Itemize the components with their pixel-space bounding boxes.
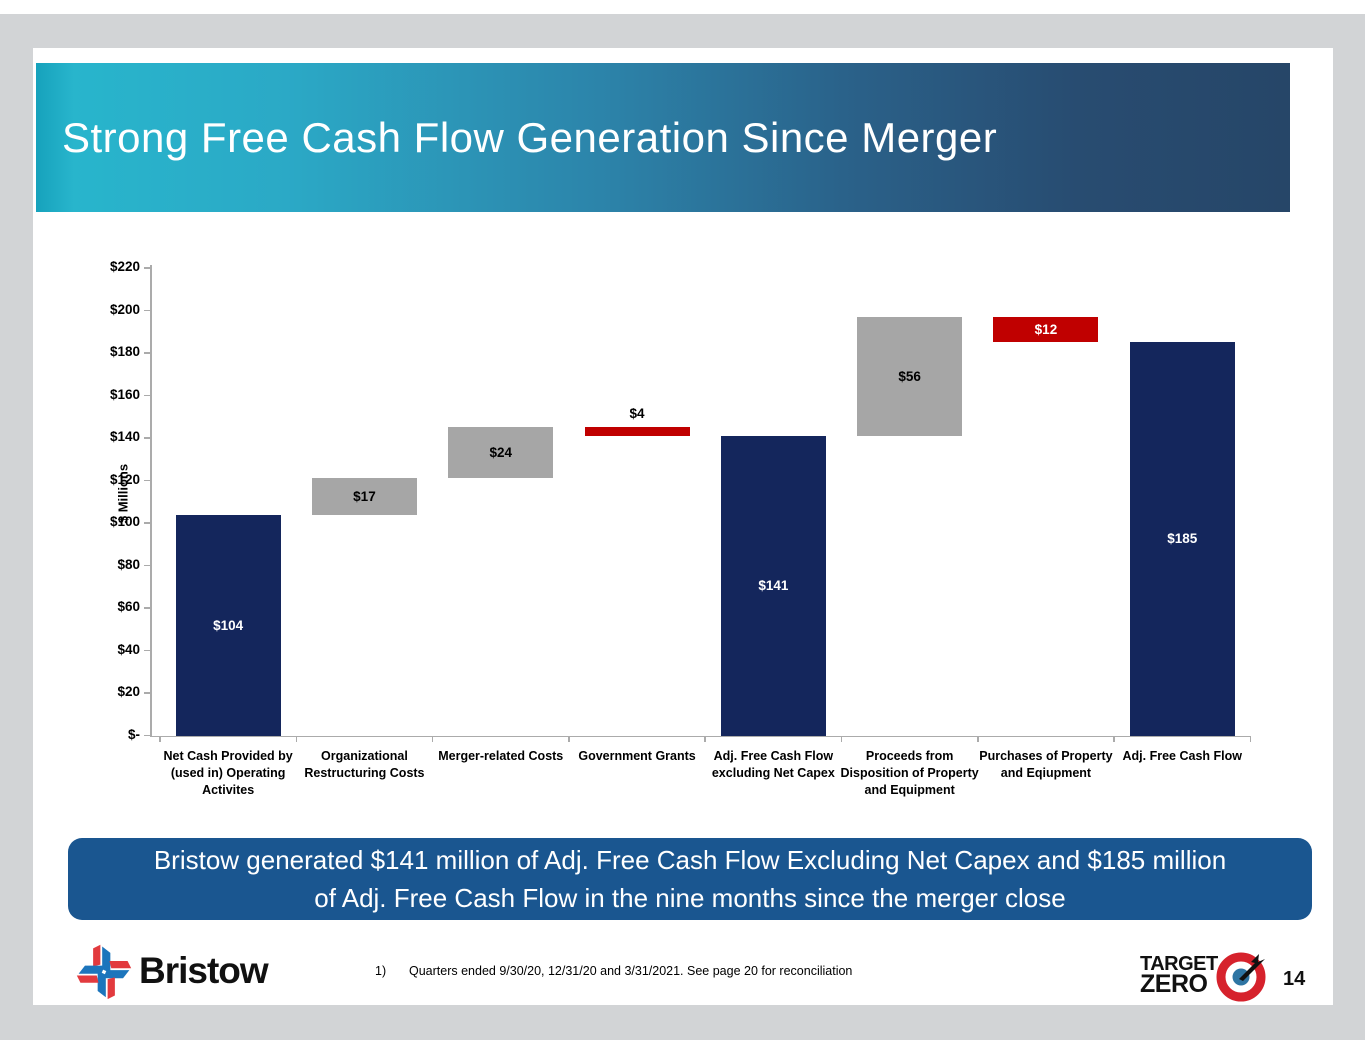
target-zero-logo: TARGET ZERO xyxy=(1140,948,1270,1002)
summary-banner-text: Bristow generated $141 million of Adj. F… xyxy=(153,845,1227,913)
x-axis-label: Organizational Restructuring Costs xyxy=(304,748,425,780)
y-axis-tick xyxy=(144,522,150,524)
target-zero-top-text: TARGET xyxy=(1140,953,1218,975)
y-axis-tick xyxy=(144,309,150,312)
y-axis-tick xyxy=(144,649,150,652)
y-axis-line xyxy=(150,265,152,737)
y-axis-tick-label: $220 xyxy=(109,259,140,274)
summary-banner: Bristow generated $141 million of Adj. F… xyxy=(68,838,1312,920)
y-axis-tick xyxy=(144,692,150,694)
y-axis-tick xyxy=(144,479,150,482)
waterfall-bar: $24 xyxy=(448,427,554,479)
x-axis-tick xyxy=(568,735,570,742)
target-zero-bottom-text: ZERO xyxy=(1140,970,1208,998)
bristow-pinwheel-icon xyxy=(76,944,132,1000)
x-axis-tick xyxy=(1249,735,1252,742)
target-zero-icon: TARGET ZERO xyxy=(1140,952,1266,1002)
waterfall-bar: $185 xyxy=(1129,342,1235,736)
x-axis-label: Merger-related Costs xyxy=(438,748,564,763)
footnote: 1) Quarters ended 9/30/20, 12/31/20 and … xyxy=(375,964,852,978)
x-axis-label: Adj. Free Cash Flow excluding Net Capex xyxy=(711,748,835,780)
waterfall-bar: $12 xyxy=(993,316,1099,343)
slide-title-bar: Strong Free Cash Flow Generation Since M… xyxy=(36,63,1290,212)
waterfall-chart: $ Millions $- $20 $40 $60 $80 $100 $120 $140 $16… xyxy=(33,48,1333,1005)
slide: Strong Free Cash Flow Generation Since M… xyxy=(33,48,1333,1005)
waterfall-bar xyxy=(584,427,690,436)
x-axis-label: Adj. Free Cash Flow xyxy=(1122,748,1242,763)
bar-value-label: $4 xyxy=(629,406,645,422)
bar-value-label: $141 xyxy=(758,578,789,594)
waterfall-bar: $141 xyxy=(720,435,826,736)
bristow-logo: Bristow xyxy=(75,940,295,1002)
y-axis-tick-label: $140 xyxy=(109,429,140,444)
bar-value-label: $24 xyxy=(489,445,513,461)
x-axis-label: Net Cash Provided by (used in) Operating… xyxy=(163,748,293,798)
x-axis-label: Proceeds from Disposition of Property an… xyxy=(840,748,979,798)
y-axis-tick-label: $180 xyxy=(109,344,140,359)
y-axis-tick-label: $100 xyxy=(109,514,140,529)
x-axis-tick xyxy=(704,735,706,742)
page-number: 14 xyxy=(1283,968,1306,990)
bar-value-label: $56 xyxy=(898,368,921,384)
x-axis-tick xyxy=(159,735,161,742)
page-title: Strong Free Cash Flow Generation Since M… xyxy=(62,113,998,161)
x-axis-tick xyxy=(840,735,843,742)
bullseye-icon xyxy=(1216,952,1266,1002)
bar-value-label: $12 xyxy=(1034,322,1058,338)
x-axis-tick xyxy=(1113,735,1115,742)
waterfall-bar: $104 xyxy=(175,514,281,736)
y-axis-tick-label: $- xyxy=(127,726,140,742)
bar-value-label: $185 xyxy=(1167,531,1198,547)
y-axis-tick-label: $60 xyxy=(117,599,140,614)
y-axis-tick xyxy=(144,352,150,354)
waterfall-bar: $56 xyxy=(857,316,963,436)
y-axis-tick xyxy=(144,267,150,269)
waterfall-bar: $17 xyxy=(311,478,417,515)
x-axis-label: Government Grants xyxy=(578,748,696,763)
footnote-text: Quarters ended 9/30/20, 12/31/20 and 3/3… xyxy=(409,964,853,978)
y-axis-tick xyxy=(144,734,150,737)
x-axis-line xyxy=(150,735,1251,737)
y-axis-tick xyxy=(144,607,150,609)
footnote-marker: 1) xyxy=(375,964,387,978)
y-axis-tick xyxy=(144,394,150,397)
y-axis-tick-label: $200 xyxy=(109,301,140,317)
x-axis-label: Purchases of Property and Eqiupment xyxy=(979,748,1113,780)
bar-value-label: $104 xyxy=(213,617,244,633)
bar-value-label: $17 xyxy=(353,488,376,504)
y-axis-tick xyxy=(144,564,150,567)
bristow-wordmark: Bristow xyxy=(139,950,269,991)
x-axis-tick xyxy=(977,735,979,742)
y-axis-tick xyxy=(144,437,150,439)
x-axis-tick xyxy=(295,735,298,742)
y-axis-tick-label: $20 xyxy=(117,684,140,699)
y-axis-tick-label: $160 xyxy=(109,386,140,402)
y-axis-tick-label: $80 xyxy=(117,556,140,572)
x-axis-tick xyxy=(431,735,434,742)
y-axis-title: $ Millions xyxy=(115,463,131,524)
y-axis-tick-label: $40 xyxy=(117,641,140,657)
y-axis-tick-label: $120 xyxy=(109,471,140,487)
